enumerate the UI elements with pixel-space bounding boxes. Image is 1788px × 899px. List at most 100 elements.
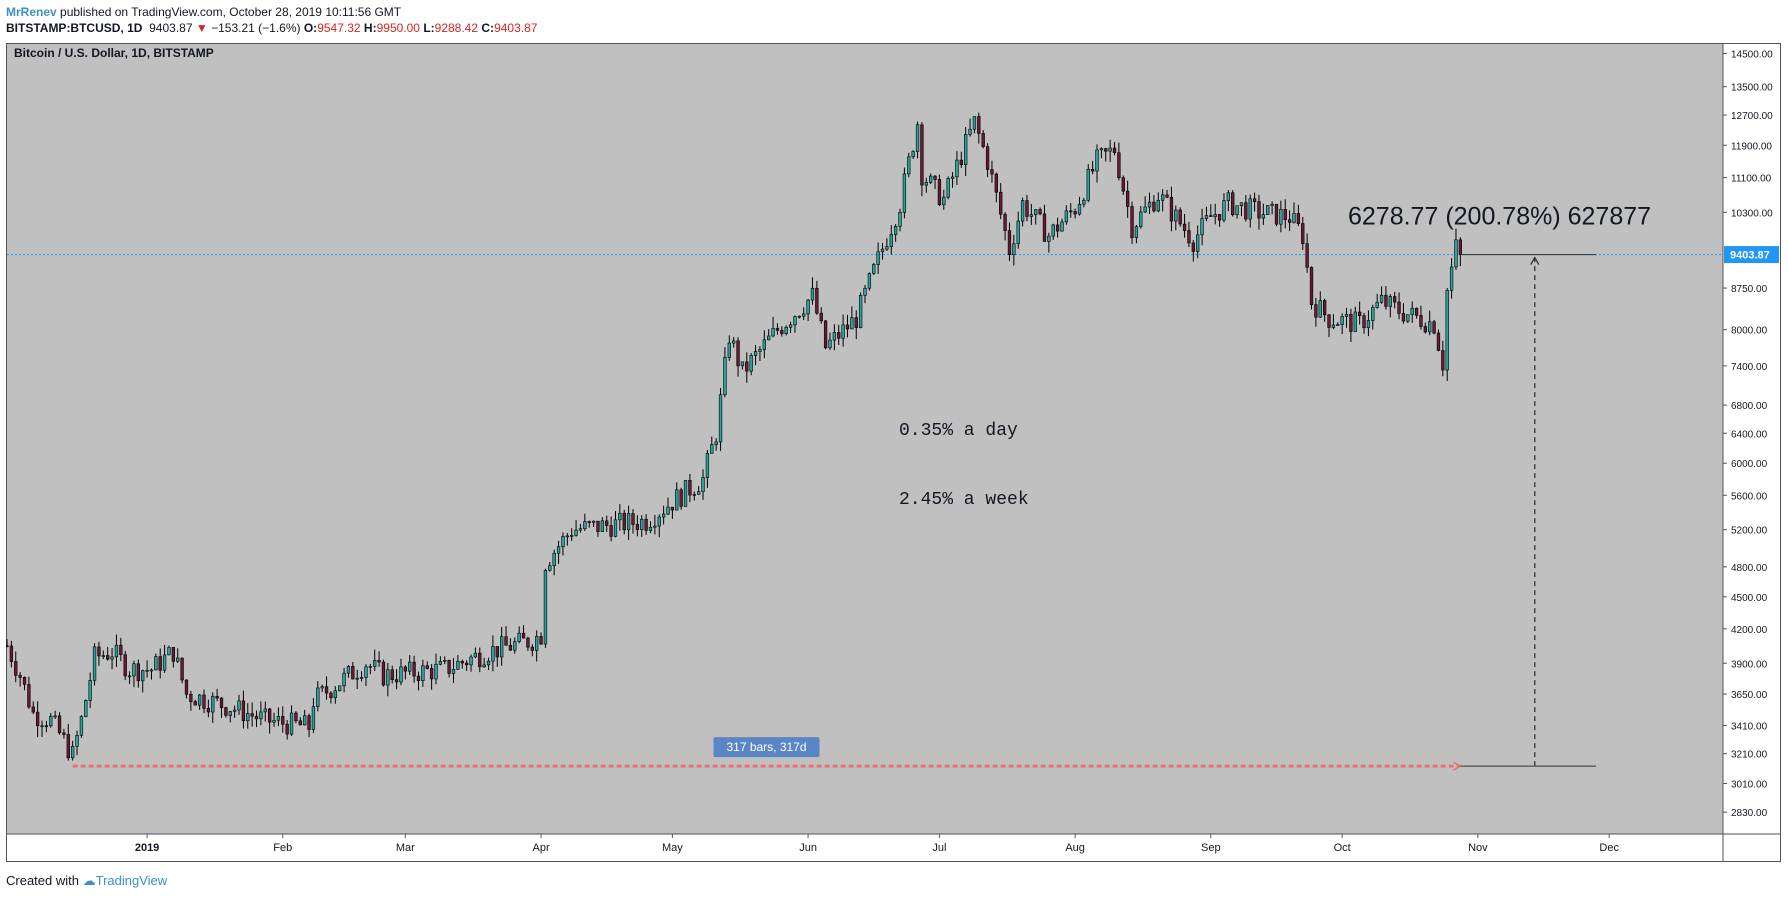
y-tick-label: 3210.00 bbox=[1731, 750, 1768, 761]
price-chart[interactable]: 14500.00 13500.00 12700.00 11900.00 11100.00… bbox=[6, 43, 1781, 862]
candle bbox=[666, 506, 670, 515]
candle bbox=[57, 715, 62, 734]
candle bbox=[1266, 205, 1270, 215]
candle bbox=[40, 725, 44, 728]
x-tick-label: Dec bbox=[1599, 842, 1619, 854]
candle bbox=[1073, 211, 1077, 215]
candle bbox=[605, 520, 609, 526]
x-tick-label: Jun bbox=[799, 842, 817, 854]
candle bbox=[508, 644, 513, 651]
candle bbox=[1007, 230, 1012, 256]
candle bbox=[1217, 214, 1222, 221]
candle bbox=[1445, 290, 1449, 371]
candle bbox=[723, 357, 727, 396]
y-tick-label: 10300.00 bbox=[1731, 208, 1773, 219]
candle bbox=[1384, 294, 1388, 307]
candle bbox=[968, 128, 972, 135]
candle bbox=[193, 701, 197, 706]
candle bbox=[1458, 239, 1463, 255]
candle bbox=[1182, 223, 1187, 231]
y-tick-label: 5200.00 bbox=[1731, 526, 1768, 537]
candle bbox=[889, 234, 893, 247]
candle bbox=[570, 535, 574, 537]
candle bbox=[648, 526, 653, 531]
author-link[interactable]: MrRenev bbox=[6, 5, 57, 19]
candle bbox=[460, 660, 464, 664]
y-tick-label: 8750.00 bbox=[1731, 284, 1768, 295]
candle bbox=[189, 693, 193, 702]
candle bbox=[1130, 206, 1134, 238]
candle bbox=[154, 656, 158, 671]
candle bbox=[574, 529, 578, 536]
candle bbox=[1406, 314, 1410, 322]
candle bbox=[526, 637, 530, 648]
candle bbox=[714, 441, 718, 445]
candle bbox=[246, 713, 250, 722]
candle bbox=[1090, 168, 1095, 172]
chart-title: Bitcoin / U.S. Dollar, 1D, BITSTAMP bbox=[14, 46, 214, 60]
candle bbox=[22, 677, 27, 685]
time-axis[interactable] bbox=[7, 834, 1780, 861]
candle bbox=[1029, 214, 1034, 217]
candle bbox=[946, 178, 950, 198]
y-tick-label: 8000.00 bbox=[1731, 326, 1768, 337]
candle bbox=[228, 711, 232, 716]
candle bbox=[84, 700, 88, 717]
candle bbox=[1064, 210, 1069, 223]
candle bbox=[1077, 203, 1082, 215]
candle bbox=[937, 179, 942, 206]
candle bbox=[1441, 350, 1445, 371]
candle bbox=[710, 444, 714, 454]
candle bbox=[797, 315, 801, 318]
candle bbox=[1099, 148, 1104, 151]
candle bbox=[565, 535, 569, 538]
candle bbox=[79, 716, 84, 736]
price-axis[interactable] bbox=[1723, 44, 1780, 834]
candle bbox=[1231, 192, 1235, 216]
candle bbox=[110, 656, 114, 660]
candle bbox=[464, 662, 469, 666]
candle bbox=[841, 324, 845, 339]
candle bbox=[1274, 203, 1279, 225]
y-tick-label: 12700.00 bbox=[1731, 111, 1773, 122]
note-day-text: 0.35% a day bbox=[899, 421, 1018, 441]
candle bbox=[1121, 177, 1125, 192]
candle bbox=[1047, 235, 1051, 242]
candle bbox=[1209, 215, 1213, 217]
candle bbox=[1016, 220, 1020, 245]
candle bbox=[403, 666, 408, 672]
candle bbox=[858, 295, 863, 328]
candle bbox=[1169, 196, 1174, 222]
candle bbox=[307, 715, 311, 730]
candle bbox=[1012, 243, 1016, 256]
tradingview-logo-icon: ☁ bbox=[82, 873, 96, 888]
candle bbox=[657, 516, 661, 527]
candle bbox=[1314, 304, 1318, 318]
candle bbox=[692, 494, 696, 496]
candle bbox=[162, 654, 167, 671]
candle bbox=[911, 151, 915, 158]
y-tick-label: 11900.00 bbox=[1731, 141, 1772, 152]
candle bbox=[1283, 209, 1287, 220]
close-value: 9403.87 bbox=[494, 21, 538, 35]
candle bbox=[675, 489, 679, 511]
candle bbox=[596, 520, 600, 532]
candle bbox=[1020, 200, 1025, 222]
candle bbox=[1226, 192, 1230, 201]
x-tick-label: Aug bbox=[1065, 842, 1085, 854]
tradingview-link[interactable]: TradingView bbox=[95, 873, 168, 888]
candle bbox=[136, 663, 140, 682]
candle bbox=[876, 251, 880, 265]
candle bbox=[1362, 315, 1366, 329]
candle bbox=[1055, 224, 1060, 232]
candle bbox=[1375, 301, 1379, 308]
candle bbox=[999, 191, 1003, 215]
x-tick-label: Nov bbox=[1468, 842, 1488, 854]
candle bbox=[1086, 168, 1090, 201]
candle bbox=[272, 719, 276, 723]
candle bbox=[920, 124, 924, 186]
candle bbox=[985, 146, 990, 170]
candle bbox=[1257, 201, 1261, 219]
y-tick-label: 13500.00 bbox=[1731, 83, 1773, 94]
candle bbox=[1340, 316, 1344, 325]
